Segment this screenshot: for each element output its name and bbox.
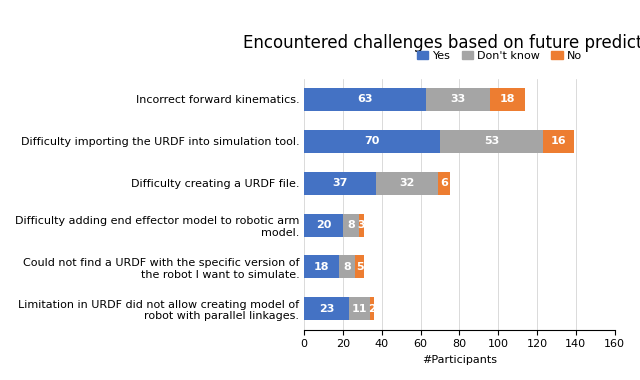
Bar: [343, 214, 358, 237]
Text: 32: 32: [399, 178, 415, 188]
Text: 23: 23: [319, 304, 334, 314]
Bar: [349, 297, 370, 320]
Bar: [376, 172, 438, 195]
X-axis label: #Participants: #Participants: [422, 355, 497, 365]
Text: 11: 11: [352, 304, 367, 314]
Text: 63: 63: [358, 95, 373, 105]
Text: 8: 8: [343, 262, 351, 272]
Bar: [304, 297, 349, 320]
Text: 18: 18: [500, 95, 516, 105]
Title: Encountered challenges based on future predictions: Encountered challenges based on future p…: [243, 34, 640, 52]
Text: 3: 3: [358, 220, 365, 230]
Text: 5: 5: [356, 262, 364, 272]
Text: 8: 8: [347, 220, 355, 230]
Bar: [339, 255, 355, 279]
Text: 53: 53: [484, 136, 499, 146]
Text: 33: 33: [451, 95, 466, 105]
Bar: [426, 88, 490, 111]
Bar: [438, 172, 450, 195]
Text: 37: 37: [332, 178, 348, 188]
Bar: [358, 214, 364, 237]
Text: 2: 2: [368, 304, 376, 314]
Legend: Yes, Don't know, No: Yes, Don't know, No: [413, 46, 586, 65]
Bar: [304, 88, 426, 111]
Bar: [304, 130, 440, 153]
Bar: [304, 214, 343, 237]
Bar: [543, 130, 574, 153]
Bar: [440, 130, 543, 153]
Bar: [370, 297, 374, 320]
Bar: [304, 255, 339, 279]
Text: 70: 70: [364, 136, 380, 146]
Bar: [490, 88, 525, 111]
Bar: [304, 172, 376, 195]
Text: 16: 16: [550, 136, 566, 146]
Bar: [355, 255, 364, 279]
Text: 18: 18: [314, 262, 330, 272]
Text: 20: 20: [316, 220, 332, 230]
Text: 6: 6: [440, 178, 448, 188]
